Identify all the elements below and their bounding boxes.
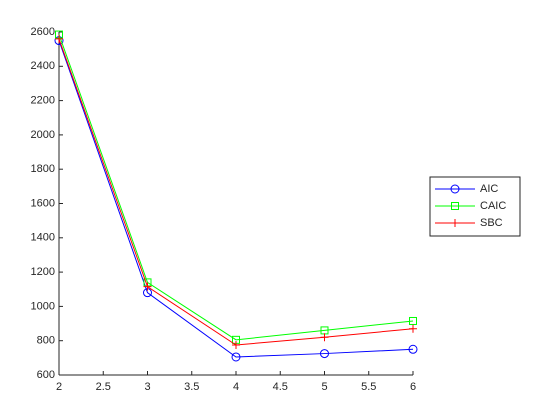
y-tick-label: 800	[37, 335, 55, 347]
y-tick-label: 1600	[31, 197, 55, 209]
legend-label: CAIC	[480, 200, 506, 212]
marker	[231, 352, 241, 362]
x-tick-label: 3	[144, 381, 150, 393]
x-tick-label: 2	[56, 381, 62, 393]
legend-label: AIC	[480, 183, 498, 195]
legend: AIC CAIC SBC	[429, 176, 521, 237]
x-tick-label: 4	[233, 381, 239, 393]
x-tick-label: 6	[410, 381, 416, 393]
x-tick-label: 5	[321, 381, 327, 393]
marker	[232, 340, 240, 349]
marker	[409, 316, 417, 325]
marker	[143, 282, 152, 291]
series-line	[58, 40, 414, 358]
y-tick-label: 2600	[31, 26, 55, 38]
x-tick-label: 2.5	[96, 381, 111, 393]
legend-label: SBC	[480, 217, 503, 229]
y-tick-label: 1800	[31, 163, 55, 175]
y-tick-label: 1000	[31, 300, 55, 312]
y-tick-label: 2200	[31, 95, 55, 107]
marker	[320, 349, 329, 359]
marker	[408, 344, 418, 354]
x-tick-label: 5.5	[361, 381, 376, 393]
marker	[451, 219, 459, 227]
y-tick-label: 1400	[31, 232, 55, 244]
marker	[450, 184, 460, 194]
y-tick-label: 2000	[31, 129, 55, 141]
y-tick-label: 2400	[31, 60, 55, 72]
y-tick-label: 1200	[31, 266, 55, 278]
y-tick-label: 600	[37, 369, 55, 381]
marker	[409, 324, 417, 333]
series-line	[58, 34, 414, 341]
x-tick-label: 3.5	[184, 381, 199, 393]
marker	[451, 202, 459, 210]
x-tick-label: 4.5	[273, 381, 288, 393]
marker	[55, 34, 63, 43]
marker	[320, 333, 329, 342]
